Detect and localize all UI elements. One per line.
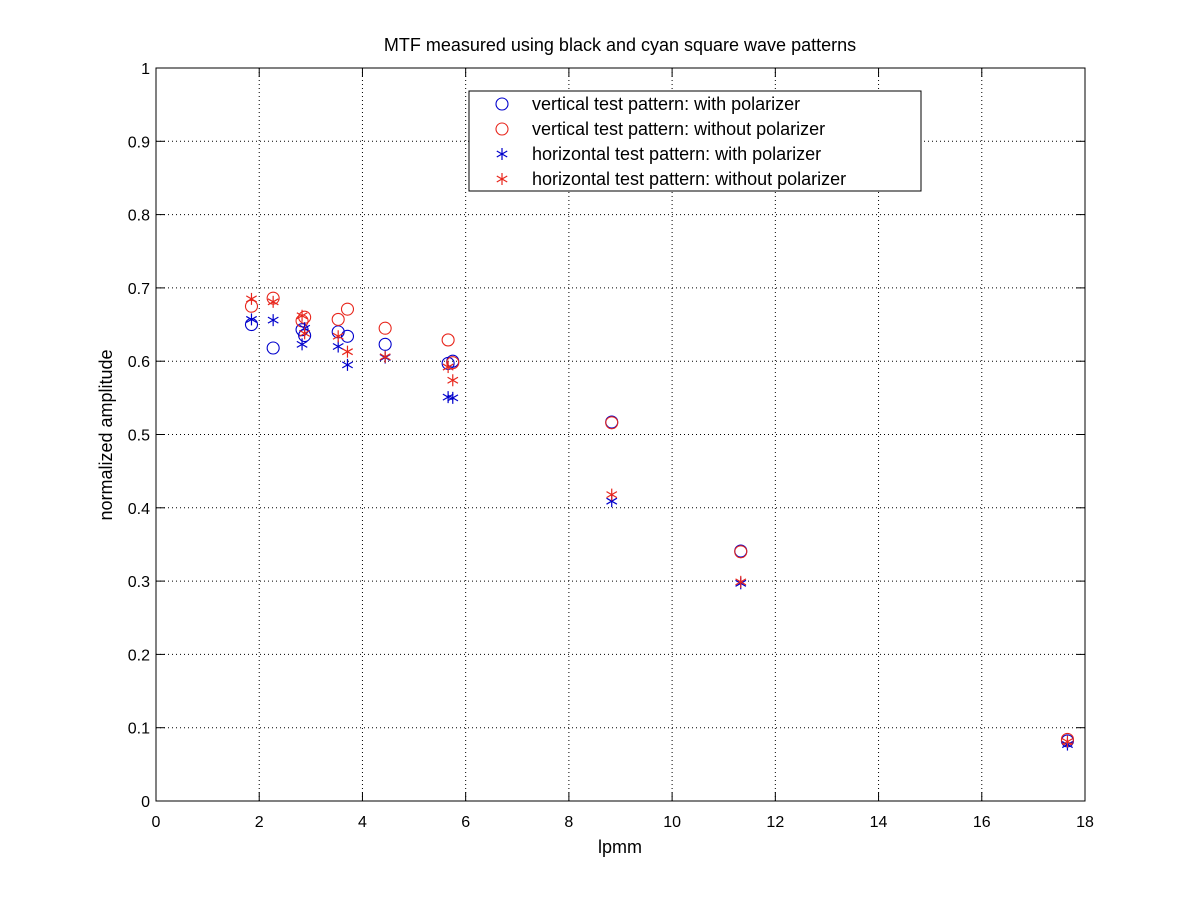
data-point-star bbox=[447, 391, 459, 404]
legend-item: vertical test pattern: without polarizer bbox=[495, 119, 825, 139]
x-tick-label: 6 bbox=[461, 814, 470, 831]
data-point-circle bbox=[605, 416, 619, 430]
y-tick-label: 0.8 bbox=[128, 208, 150, 225]
data-point-circle bbox=[340, 329, 355, 343]
legend-item: horizontal test pattern: without polariz… bbox=[496, 169, 846, 189]
y-tick-label: 1 bbox=[141, 61, 150, 78]
data-point-star bbox=[341, 358, 353, 371]
data-point-circle bbox=[266, 341, 280, 355]
legend-label: vertical test pattern: with polarizer bbox=[532, 94, 800, 114]
legend-box bbox=[468, 90, 922, 192]
data-point-star bbox=[245, 292, 257, 305]
data-point-star bbox=[296, 309, 308, 322]
chart-title: MTF measured using black and cyan square… bbox=[384, 35, 856, 55]
data-point-star bbox=[299, 327, 311, 340]
legend-marker-star bbox=[496, 148, 508, 160]
data-point-star bbox=[442, 361, 454, 374]
y-axis-title: normalized amplitude bbox=[96, 349, 116, 520]
data-point-circle bbox=[378, 337, 392, 351]
data-point-star bbox=[296, 338, 308, 351]
data-point-star bbox=[1061, 735, 1073, 748]
x-tick-label: 12 bbox=[766, 814, 784, 831]
data-point-star bbox=[606, 488, 618, 501]
y-tick-label: 0.7 bbox=[128, 281, 150, 298]
axis-tick-labels: 0 2 4 6 8 10 12 14 16 18 0 0.1 0.2 0.3 0.4 0.5 0.6 0.7 0.8… bbox=[128, 61, 1094, 831]
data-point-star bbox=[379, 350, 391, 363]
y-tick-label: 0.3 bbox=[128, 574, 150, 591]
x-axis-title: lpmm bbox=[598, 837, 642, 857]
y-tick-label: 0 bbox=[141, 794, 150, 811]
x-tick-label: 8 bbox=[564, 814, 573, 831]
data-point-circle bbox=[441, 333, 455, 347]
x-tick-label: 16 bbox=[973, 814, 991, 831]
data-markers bbox=[244, 291, 1075, 751]
data-point-star bbox=[332, 330, 344, 343]
x-tick-label: 0 bbox=[152, 814, 161, 831]
y-tick-label: 0.5 bbox=[128, 428, 150, 445]
data-point-star bbox=[267, 295, 279, 308]
data-point-circle bbox=[734, 545, 748, 559]
data-point-circle bbox=[378, 321, 392, 335]
y-tick-label: 0.9 bbox=[128, 134, 150, 151]
data-point-circle bbox=[331, 312, 345, 326]
data-point-star bbox=[245, 313, 257, 326]
x-tick-label: 14 bbox=[870, 814, 888, 831]
legend: vertical test pattern: with polarizer ver… bbox=[468, 90, 922, 192]
legend-item: horizontal test pattern: with polarizer bbox=[496, 144, 821, 164]
data-point-circle bbox=[340, 302, 355, 316]
data-point-star bbox=[735, 575, 747, 588]
legend-marker-circle bbox=[495, 97, 509, 111]
legend-label: horizontal test pattern: without polariz… bbox=[532, 169, 846, 189]
series-4-markers bbox=[245, 292, 1073, 748]
legend-marker-star bbox=[496, 173, 508, 185]
legend-label: horizontal test pattern: with polarizer bbox=[532, 144, 821, 164]
data-point-star bbox=[341, 345, 353, 358]
y-tick-label: 0.4 bbox=[128, 501, 150, 518]
y-tick-label: 0.6 bbox=[128, 354, 150, 371]
data-point-star bbox=[267, 314, 279, 327]
legend-item: vertical test pattern: with polarizer bbox=[495, 94, 800, 114]
x-tick-label: 10 bbox=[663, 814, 681, 831]
y-tick-label: 0.1 bbox=[128, 721, 150, 738]
data-point-star bbox=[332, 340, 344, 353]
x-tick-label: 2 bbox=[255, 814, 264, 831]
x-tick-label: 18 bbox=[1076, 814, 1094, 831]
legend-label: vertical test pattern: without polarizer bbox=[532, 119, 825, 139]
data-point-star bbox=[447, 374, 459, 387]
axis-ticks bbox=[155, 67, 1086, 802]
y-tick-label: 0.2 bbox=[128, 647, 150, 664]
data-point-circle bbox=[446, 356, 460, 370]
legend-marker-circle bbox=[495, 122, 509, 136]
x-tick-label: 4 bbox=[358, 814, 367, 831]
